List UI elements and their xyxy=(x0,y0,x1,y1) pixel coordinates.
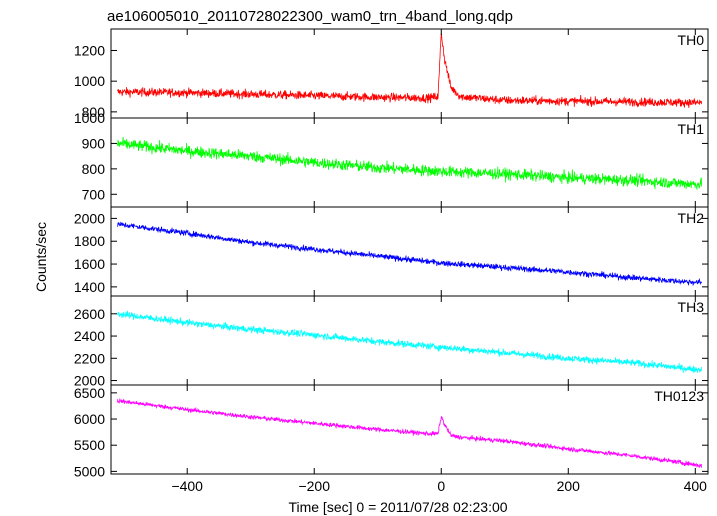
series-line-th3 xyxy=(117,310,702,374)
y-tick-label: 1200 xyxy=(74,42,105,58)
panel-name: TH2 xyxy=(678,210,705,226)
y-tick-label: 2000 xyxy=(74,373,105,389)
y-tick-label: 6500 xyxy=(74,385,105,401)
panel-frame xyxy=(110,206,709,297)
panel-frame xyxy=(110,295,709,386)
y-tick-label: 1400 xyxy=(74,279,105,295)
y-tick-label: 2600 xyxy=(74,306,105,322)
y-tick-label: 800 xyxy=(82,161,106,177)
y-axis-label: Counts/sec xyxy=(33,222,49,292)
chart-title: ae106005010_20110728022300_wam0_trn_4ban… xyxy=(107,8,513,25)
series-line-th2 xyxy=(117,221,702,287)
panel-th0: 800 1000 1200 TH0 xyxy=(74,28,709,120)
y-tick-label: 2400 xyxy=(74,328,105,344)
x-tick-label: 200 xyxy=(557,478,581,494)
y-tick-label: 1600 xyxy=(74,256,105,272)
series-line-th0 xyxy=(117,33,702,108)
panel-name: TH0123 xyxy=(654,388,704,404)
panel-frame xyxy=(110,384,709,475)
y-tick-label: 2200 xyxy=(74,350,105,366)
series-line-th1 xyxy=(117,137,702,190)
panel-th3: 2000 2200 2400 2600 TH3 xyxy=(74,295,709,389)
x-tick-label: 0 xyxy=(437,478,445,494)
y-tick-label: 2000 xyxy=(74,210,105,226)
x-tick-label: −200 xyxy=(298,478,330,494)
y-tick-label: 800 xyxy=(82,104,106,120)
y-tick-label: 6000 xyxy=(74,411,105,427)
y-tick-label: 5500 xyxy=(74,437,105,453)
x-axis-ticks: −400 −200 0 200 400 xyxy=(171,478,707,494)
panel-frame xyxy=(110,28,709,119)
panel-name: TH3 xyxy=(678,299,705,315)
panel-name: TH1 xyxy=(678,121,705,137)
y-tick-label: 1000 xyxy=(74,73,105,89)
y-tick-label: 1000 xyxy=(74,110,105,126)
y-tick-label: 900 xyxy=(82,135,106,151)
panel-th2: 1400 1600 1800 2000 TH2 xyxy=(74,206,709,297)
y-tick-label: 700 xyxy=(82,186,106,202)
x-axis-label: Time [sec] 0 = 2011/07/28 02:23:00 xyxy=(288,499,507,515)
y-tick-label: 1800 xyxy=(74,233,105,249)
x-tick-label: 400 xyxy=(684,478,708,494)
panel-th1: 700 800 900 1000 TH1 xyxy=(74,110,709,208)
panels: 80010001200TH07008009001000TH11400160018… xyxy=(74,28,709,479)
x-tick-label: −400 xyxy=(171,478,203,494)
panel-frame xyxy=(110,117,709,208)
series-line-th0123 xyxy=(117,398,702,469)
panel-th0123: 5000 5500 6000 6500 TH0123 xyxy=(74,384,709,479)
panel-name: TH0 xyxy=(678,32,705,48)
y-tick-label: 5000 xyxy=(74,463,105,479)
